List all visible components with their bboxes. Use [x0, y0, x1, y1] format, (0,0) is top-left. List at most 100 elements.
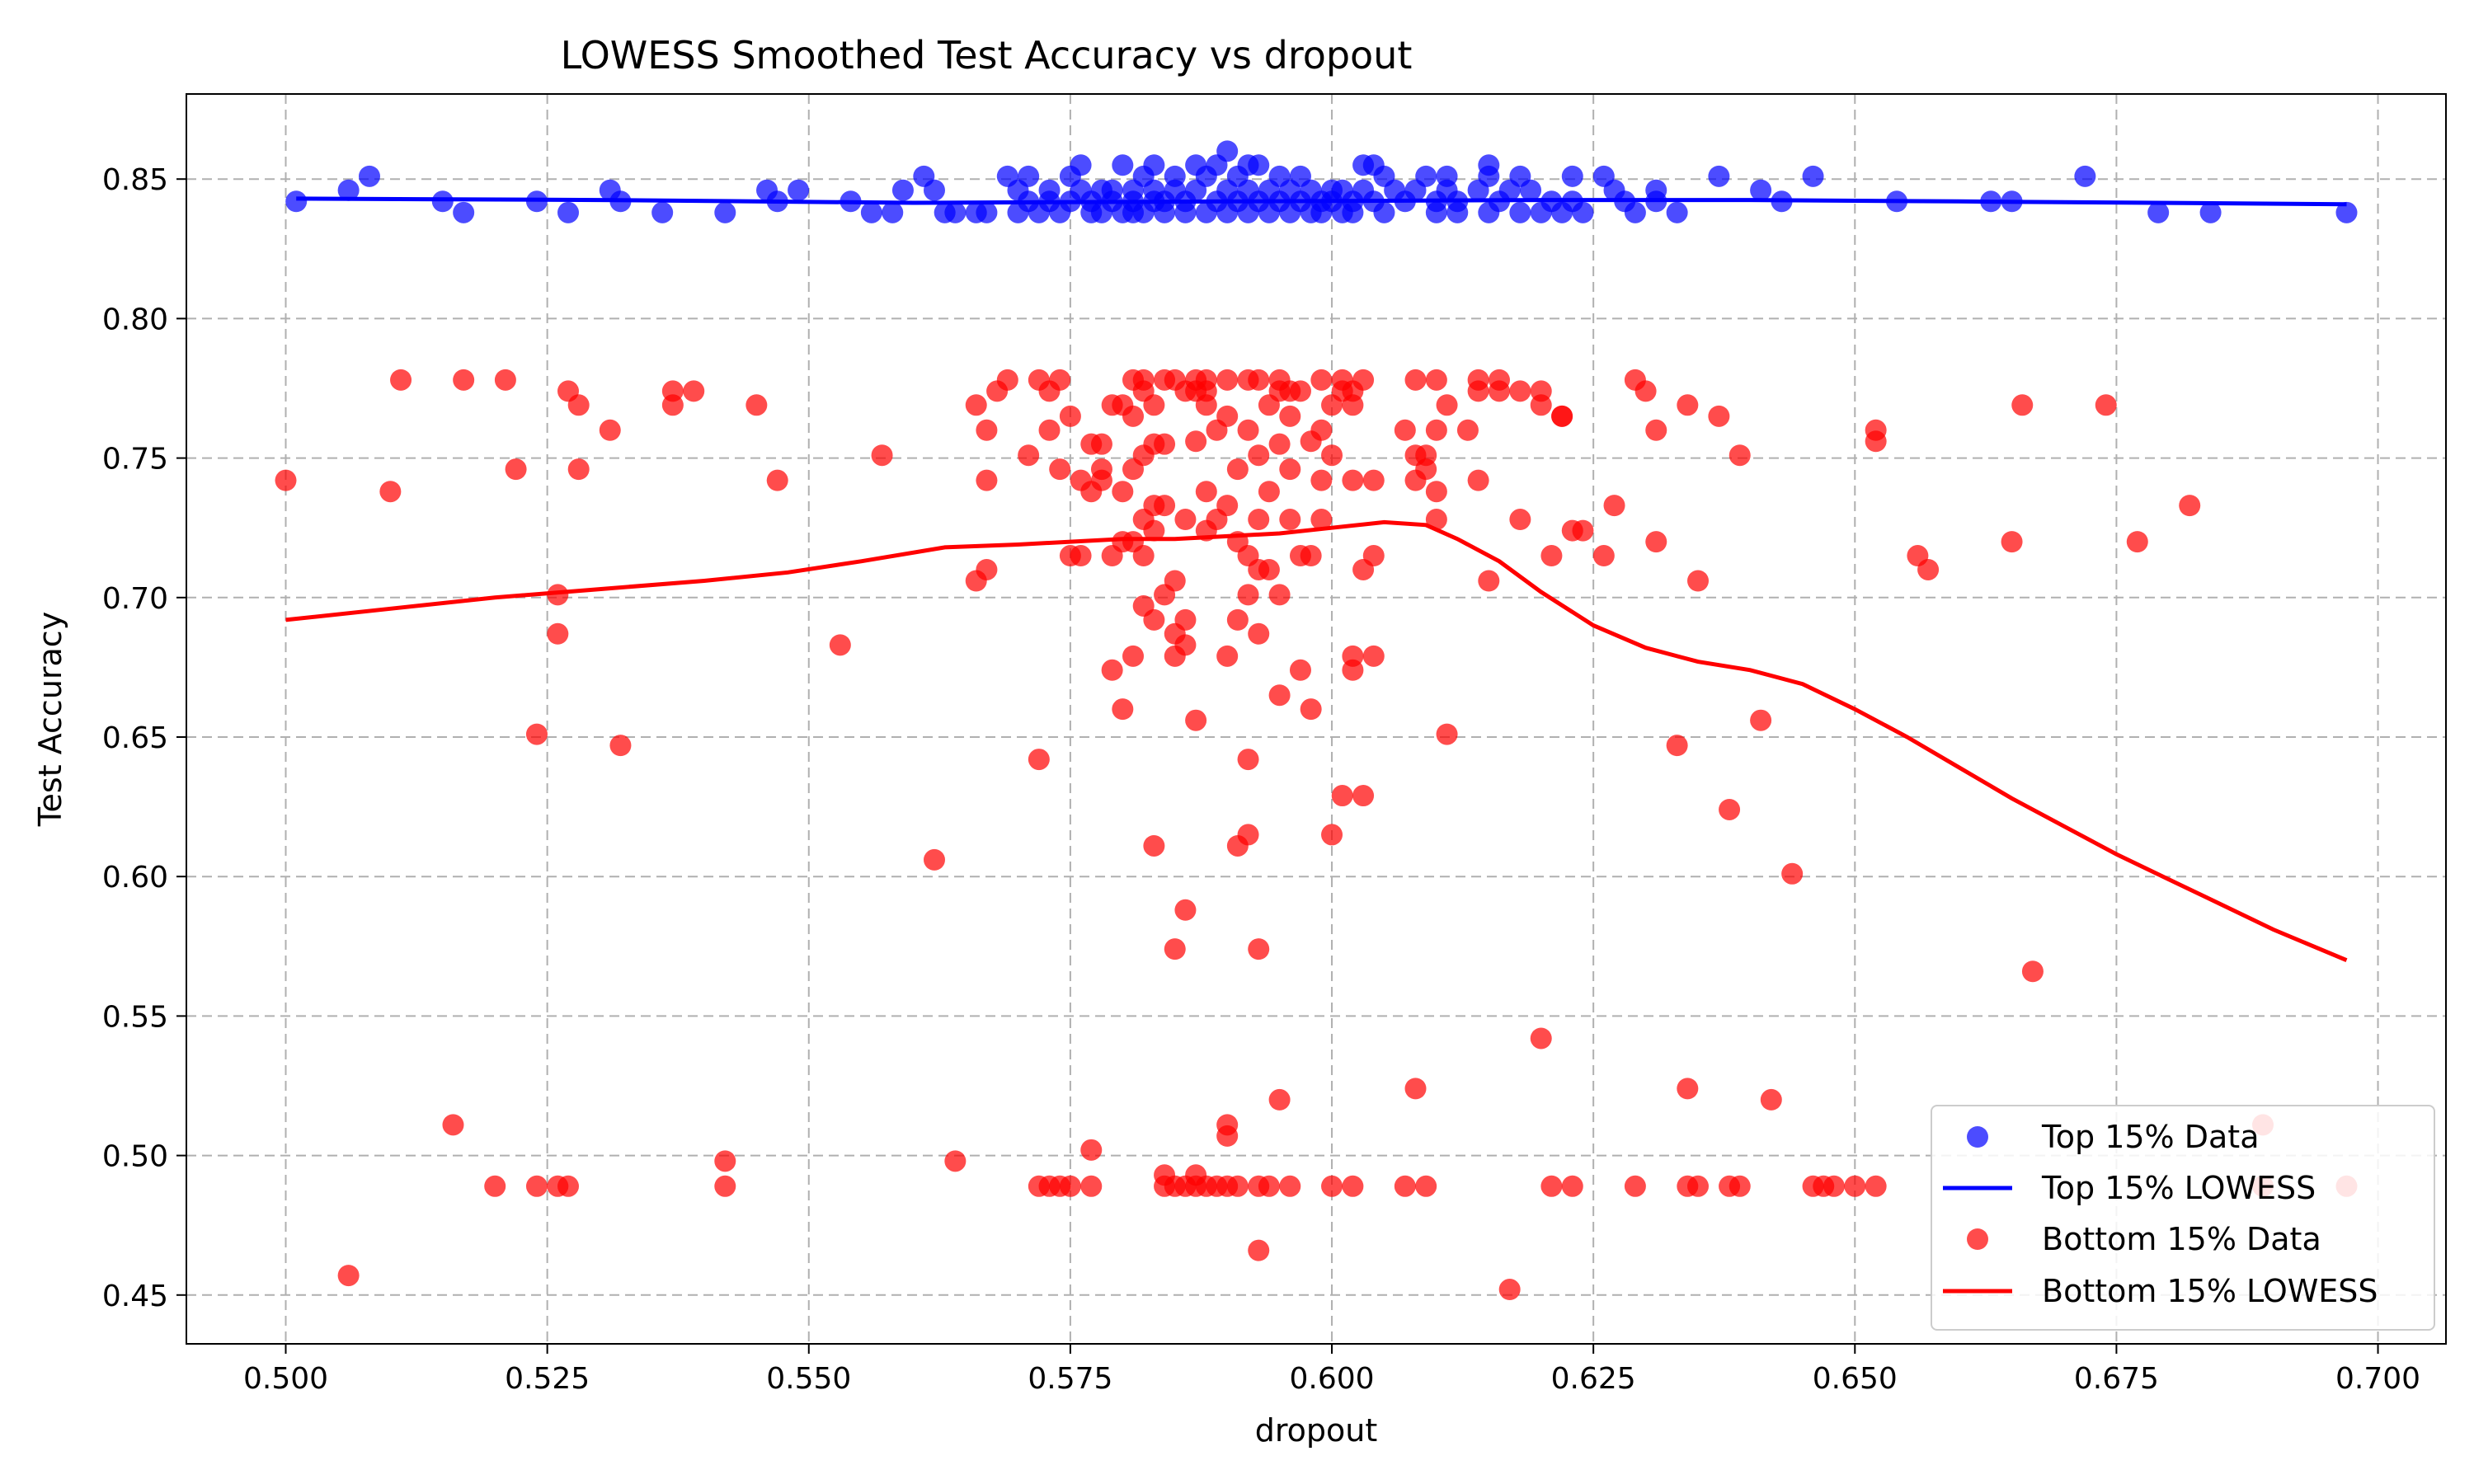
bottom-data-point [1310, 469, 1333, 491]
top-data-point [1509, 201, 1531, 223]
top-data-point [2199, 201, 2222, 223]
top-data-point [1561, 165, 1583, 187]
y-tick-label: 0.45 [102, 1280, 168, 1313]
bottom-data-point [661, 380, 684, 402]
bottom-data-point [1677, 1078, 1699, 1100]
top-data-point [1624, 201, 1646, 223]
bottom-data-point [1592, 545, 1615, 567]
bottom-data-point [1645, 531, 1667, 553]
y-tick-label: 0.55 [102, 1000, 168, 1034]
bottom-data-point [1080, 1175, 1103, 1197]
bottom-data-point [1687, 570, 1710, 592]
bottom-data-point [379, 481, 402, 503]
bottom-data-point [599, 419, 621, 441]
legend-marker-top-data [1967, 1126, 1988, 1148]
bottom-data-point [1143, 519, 1165, 542]
bottom-data-point [1760, 1088, 1782, 1111]
bottom-data-point [1561, 1175, 1583, 1197]
x-tick-label: 0.500 [243, 1362, 328, 1396]
bottom-data-point [976, 419, 998, 441]
bottom-data-point [1865, 430, 1887, 453]
bottom-data-point [1059, 1175, 1081, 1197]
top-data-point [1216, 140, 1239, 162]
bottom-data-point [1279, 509, 1301, 531]
top-data-point [882, 201, 904, 223]
bottom-data-point [1174, 634, 1197, 656]
bottom-data-point [1143, 394, 1165, 416]
top-data-point [1478, 154, 1500, 176]
top-data-point [860, 201, 882, 223]
bottom-series-points [275, 369, 2358, 1301]
x-tick-label: 0.600 [1289, 1362, 1374, 1396]
bottom-data-point [1258, 1175, 1280, 1197]
y-tick-label: 0.60 [102, 861, 168, 895]
bottom-data-point [1436, 394, 1458, 416]
top-series-points [285, 140, 2358, 223]
bottom-data-point [1268, 584, 1291, 606]
bottom-data-point [1394, 419, 1416, 441]
bottom-data-point [453, 369, 475, 391]
top-data-point [714, 201, 736, 223]
bottom-data-point [2001, 531, 2023, 553]
bottom-data-point [525, 1175, 548, 1197]
top-data-point [1708, 165, 1730, 187]
bottom-data-point [1279, 405, 1301, 427]
top-lowess-line [296, 196, 2347, 207]
bottom-data-point [1342, 1175, 1364, 1197]
y-tick-label: 0.65 [102, 721, 168, 755]
bottom-data-point [1781, 862, 1804, 885]
top-data-point [1425, 201, 1447, 223]
bottom-data-point [1498, 1279, 1521, 1301]
bottom-data-point [557, 1175, 580, 1197]
bottom-data-point [390, 369, 412, 391]
bottom-data-point [1645, 419, 1667, 441]
bottom-data-point [1174, 608, 1197, 631]
bottom-data-point [1174, 899, 1197, 921]
bottom-data-point [1059, 405, 1081, 427]
bottom-data-point [1425, 369, 1447, 391]
bottom-data-point [1478, 570, 1500, 592]
bottom-data-point [1342, 394, 1364, 416]
bottom-data-point [1509, 509, 1531, 531]
bottom-data-point [547, 622, 569, 645]
y-tick-label: 0.50 [102, 1140, 168, 1174]
legend-marker-bottom-data [1967, 1228, 1988, 1250]
bottom-data-point [1248, 369, 1270, 391]
legend-label-bottom-data: Bottom 15% Data [2042, 1221, 2321, 1257]
bottom-data-point [1729, 1175, 1751, 1197]
top-data-point [1018, 165, 1040, 187]
bottom-data-point [1488, 369, 1510, 391]
bottom-data-point [1310, 509, 1333, 531]
legend-label-bottom-lowess: Bottom 15% LOWESS [2042, 1273, 2378, 1309]
top-data-point [337, 179, 360, 201]
bottom-data-point [2095, 394, 2117, 416]
bottom-data-point [1248, 1239, 1270, 1261]
bottom-data-point [1750, 709, 1772, 731]
bottom-data-point [1216, 405, 1239, 427]
bottom-data-point [1677, 394, 1699, 416]
bottom-data-point [525, 723, 548, 745]
bottom-data-point [1185, 709, 1207, 731]
top-data-point [1446, 201, 1469, 223]
bottom-data-point [745, 394, 768, 416]
y-tick-label: 0.75 [102, 443, 168, 477]
bottom-data-point [1216, 1125, 1239, 1147]
legend: Top 15% Data Top 15% LOWESS Bottom 15% D… [1931, 1105, 2435, 1331]
bottom-data-point [1226, 458, 1249, 481]
bottom-data-point [1436, 723, 1458, 745]
bottom-data-point [1028, 749, 1050, 771]
bottom-data-point [1268, 1088, 1291, 1111]
bottom-data-point [1634, 380, 1657, 402]
bottom-data-point [1425, 509, 1447, 531]
bottom-data-point [1530, 1027, 1552, 1050]
bottom-data-point [1049, 458, 1071, 481]
bottom-data-point [1425, 481, 1447, 503]
bottom-data-point [1844, 1175, 1866, 1197]
x-tick-label: 0.700 [2335, 1362, 2420, 1396]
bottom-data-point [1342, 659, 1364, 681]
bottom-data-point [1248, 938, 1270, 960]
bottom-data-point [1687, 1175, 1710, 1197]
x-tick-label: 0.525 [505, 1362, 590, 1396]
bottom-data-point [1268, 433, 1291, 455]
top-data-point [285, 190, 308, 213]
